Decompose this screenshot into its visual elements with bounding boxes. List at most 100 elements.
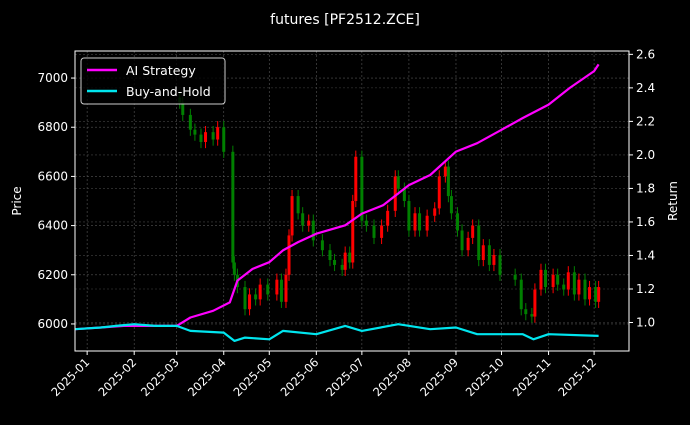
candle-body bbox=[425, 215, 429, 231]
left-y-axis: 6000 6200 6400 6600 6800 7000 bbox=[37, 71, 75, 331]
candle-body bbox=[413, 213, 417, 231]
candle-body bbox=[364, 220, 368, 226]
x-tick-label: 2025-09 bbox=[417, 355, 461, 399]
plot-frame bbox=[74, 50, 630, 352]
candle-body bbox=[204, 132, 208, 142]
x-tick-label: 2025-11 bbox=[510, 355, 554, 399]
candle-body bbox=[594, 287, 598, 302]
right-y-tick-label: 2.2 bbox=[636, 114, 655, 128]
candle-body bbox=[588, 287, 592, 300]
candle-body bbox=[498, 255, 502, 275]
right-y-tick-label: 1.2 bbox=[636, 282, 655, 296]
candle-body bbox=[290, 196, 294, 236]
right-y-tick-label: 2.6 bbox=[636, 47, 655, 61]
candle-body bbox=[513, 274, 517, 280]
candle-body bbox=[372, 225, 376, 238]
candle-body bbox=[232, 262, 236, 275]
candle-body bbox=[231, 151, 235, 263]
candle-body bbox=[449, 196, 453, 214]
candle-body bbox=[437, 176, 441, 209]
left-y-tick-label: 6000 bbox=[37, 317, 68, 331]
candle-body bbox=[562, 284, 566, 290]
grid bbox=[75, 51, 629, 351]
candle-body bbox=[296, 196, 300, 214]
return-lines bbox=[74, 63, 600, 342]
candle-body bbox=[539, 269, 543, 290]
candle-body bbox=[193, 129, 197, 135]
candle-body bbox=[566, 272, 570, 290]
right-y-tick-label: 1.4 bbox=[636, 248, 655, 262]
right-y-tick-label: 2.0 bbox=[636, 148, 655, 162]
left-y-tick-label: 6400 bbox=[37, 219, 68, 233]
candle-body bbox=[572, 272, 576, 295]
x-tick-label: 2025-02 bbox=[95, 355, 139, 399]
left-y-tick-label: 6600 bbox=[37, 169, 68, 183]
candle-body bbox=[460, 230, 464, 251]
candle-body bbox=[248, 294, 252, 310]
x-tick-label: 2025-12 bbox=[555, 355, 599, 399]
candle-body bbox=[188, 114, 192, 130]
candle-body bbox=[455, 213, 459, 231]
candle-body bbox=[216, 127, 220, 140]
candle-body bbox=[577, 279, 581, 295]
candle-body bbox=[275, 279, 279, 295]
x-tick-label: 2025-05 bbox=[231, 355, 275, 399]
candle-body bbox=[266, 284, 270, 295]
candle-body bbox=[354, 156, 358, 201]
candle-body bbox=[360, 156, 364, 221]
right-y-tick-label: 2.4 bbox=[636, 81, 655, 95]
x-tick-label: 2025-10 bbox=[463, 355, 507, 399]
candle-body bbox=[343, 252, 347, 270]
candle-body bbox=[287, 235, 291, 275]
candle-body bbox=[393, 176, 397, 211]
candle-body bbox=[380, 225, 384, 238]
right-y-tick-label: 1.8 bbox=[636, 181, 655, 195]
candle-body bbox=[340, 264, 344, 270]
candle-body bbox=[466, 237, 470, 251]
candle-body bbox=[530, 314, 534, 317]
candle-body bbox=[597, 287, 601, 302]
candle-body bbox=[279, 279, 283, 302]
candle-body bbox=[254, 294, 258, 300]
candle-body bbox=[519, 279, 523, 310]
x-tick-label: 2025-06 bbox=[278, 355, 322, 399]
candle-body bbox=[258, 284, 262, 300]
candle-body bbox=[351, 201, 355, 263]
candle-body bbox=[396, 176, 400, 189]
candle-body bbox=[551, 274, 555, 288]
candle-body bbox=[348, 252, 352, 263]
x-tick-label: 2025-01 bbox=[48, 355, 92, 399]
ai-strategy-line bbox=[74, 63, 600, 331]
candle-body bbox=[446, 166, 450, 197]
chart-title: futures [PF2512.ZCE] bbox=[270, 12, 420, 28]
candle-body bbox=[320, 240, 324, 251]
candle-body bbox=[418, 213, 422, 231]
candlesticks bbox=[178, 91, 601, 323]
buy-and-hold-line bbox=[74, 323, 599, 342]
candle-body bbox=[471, 225, 475, 238]
candle-body bbox=[487, 245, 491, 265]
x-tick-label: 2025-04 bbox=[185, 355, 229, 399]
right-y-tick-label: 1.0 bbox=[636, 316, 655, 330]
candle-body bbox=[333, 260, 337, 265]
x-tick-label: 2025-03 bbox=[138, 355, 182, 399]
candle-body bbox=[211, 132, 215, 140]
right-y-tick-label: 1.6 bbox=[636, 215, 655, 229]
candle-body bbox=[433, 208, 437, 216]
legend-label-ai: AI Strategy bbox=[126, 63, 196, 78]
x-tick-label: 2025-07 bbox=[323, 355, 367, 399]
candle-body bbox=[301, 213, 305, 226]
candle-body bbox=[222, 127, 226, 152]
candle-body bbox=[533, 289, 537, 317]
candle-body bbox=[481, 245, 485, 261]
left-y-tick-label: 6800 bbox=[37, 120, 68, 134]
candle-body bbox=[307, 220, 311, 226]
candle-body bbox=[243, 287, 247, 310]
left-axis-label: Price bbox=[10, 186, 24, 215]
candle-body bbox=[524, 309, 528, 315]
right-axis-label: Return bbox=[666, 181, 680, 221]
left-y-tick-label: 7000 bbox=[37, 71, 68, 85]
x-tick-label: 2025-08 bbox=[370, 355, 414, 399]
